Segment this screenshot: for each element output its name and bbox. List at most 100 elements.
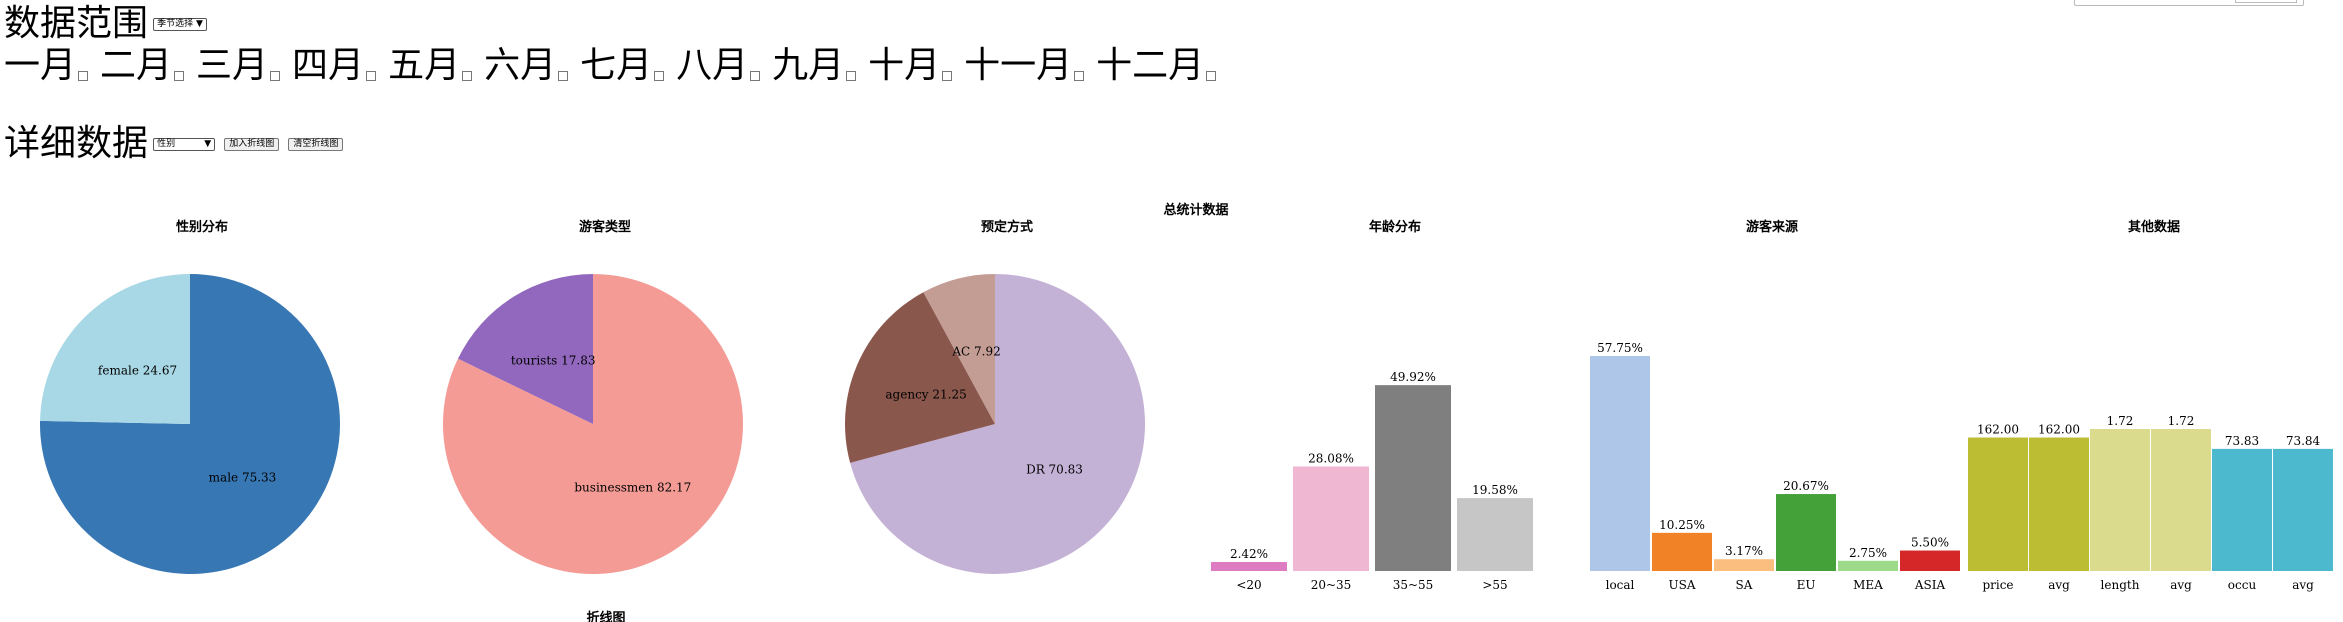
clear-line-chart-button[interactable]: 清空折线图 [288, 137, 344, 151]
bar-category-label-5-3: avg [2170, 578, 2192, 592]
bar-value-label-4-0: 57.75% [1597, 341, 1643, 355]
month-label-11: 十一月 [964, 45, 1073, 86]
month-checkbox-2[interactable] [174, 70, 185, 81]
bar-3-3 [1457, 498, 1533, 571]
months-row: 一月 二月 三月 四月 五月 六月 七月 八月 九月 十月 十一月 十二月 [4, 46, 1228, 86]
bar-5-5 [2273, 448, 2333, 571]
pie-label-businessmen: businessmen 82.17 [574, 481, 691, 495]
bar-value-label-3-3: 19.58% [1472, 483, 1518, 497]
bar-category-label-4-0: local [1606, 578, 1635, 592]
pie-label-AC: AC 7.92 [951, 344, 1000, 358]
month-label-8: 八月 [676, 45, 749, 86]
bar-value-label-4-1: 10.25% [1659, 518, 1705, 532]
bar-category-label-5-2: length [2101, 578, 2140, 592]
bar-5-2 [2090, 429, 2150, 571]
bar-value-label-4-4: 2.75% [1849, 546, 1887, 560]
month-checkbox-10[interactable] [942, 70, 953, 81]
bar-category-label-5-0: price [1982, 578, 2013, 592]
month-label-9: 九月 [772, 45, 845, 86]
bar-value-label-4-5: 5.50% [1911, 536, 1949, 550]
bar-4-1 [1652, 532, 1712, 571]
bar-3-2 [1375, 385, 1451, 571]
month-label-5: 五月 [388, 45, 461, 86]
detail-title: 详细数据 [4, 123, 149, 164]
month-checkbox-7[interactable] [654, 70, 665, 81]
bar-category-label-5-1: avg [2048, 578, 2070, 592]
bar-4-2 [1714, 559, 1774, 571]
season-select-value: 季节选择 [157, 18, 194, 29]
bar-value-label-5-0: 162.00 [1977, 423, 2019, 437]
bar-category-label-4-3: EU [1797, 578, 1816, 592]
bar-3-0 [1211, 561, 1287, 571]
month-label-2: 二月 [100, 45, 173, 86]
month-checkbox-4[interactable] [366, 70, 377, 81]
month-checkbox-9[interactable] [846, 70, 857, 81]
bar-value-label-3-1: 28.08% [1308, 451, 1354, 465]
add-to-line-chart-button[interactable]: 加入折线图 [224, 137, 280, 151]
bar-value-label-5-2: 1.72 [2107, 414, 2134, 428]
bar-4-4 [1838, 560, 1898, 571]
bar-title-5: 其他数据 [2128, 219, 2180, 235]
month-label-3: 三月 [196, 45, 269, 86]
bar-category-label-3-0: <20 [1236, 578, 1261, 592]
bar-value-label-3-0: 2.42% [1230, 547, 1268, 561]
bar-5-0 [1968, 437, 2028, 571]
bar-4-0 [1590, 356, 1650, 571]
pie-slice-female [40, 274, 190, 424]
detail-row: 详细数据 性别 ▼ 加入折线图 清空折线图 [4, 123, 344, 164]
bar-value-label-5-4: 73.83 [2225, 434, 2259, 448]
bar-value-label-5-3: 1.72 [2168, 414, 2195, 428]
month-checkbox-8[interactable] [750, 70, 761, 81]
bar-4-3 [1776, 494, 1836, 571]
bar-category-label-4-5: ASIA [1914, 578, 1946, 592]
top-right-input[interactable] [2074, 0, 2304, 6]
attribute-select[interactable]: 性别 ▼ [153, 137, 216, 151]
pie-label-tourists: tourists 17.83 [511, 353, 596, 367]
month-checkbox-1[interactable] [78, 70, 89, 81]
month-label-4: 四月 [292, 45, 365, 86]
month-label-1: 一月 [4, 45, 77, 86]
top-right-input-button[interactable] [2235, 0, 2297, 3]
pie-slice-AC [923, 274, 995, 424]
month-checkbox-3[interactable] [270, 70, 281, 81]
pie-slice-DR [850, 274, 1146, 574]
bar-category-label-3-3: >55 [1482, 578, 1507, 592]
pie-slice-businessmen [443, 274, 744, 575]
bar-title-3: 年龄分布 [1369, 219, 1421, 235]
pie-title-1: 性别分布 [176, 219, 228, 235]
bar-category-label-4-1: USA [1669, 578, 1696, 592]
season-select[interactable]: 季节选择 ▼ [153, 17, 207, 31]
month-checkbox-11[interactable] [1074, 70, 1085, 81]
bar-value-label-3-2: 49.92% [1390, 370, 1436, 384]
month-label-12: 十二月 [1096, 45, 1205, 86]
bar-title-4: 游客来源 [1746, 219, 1798, 235]
bar-category-label-5-4: occu [2228, 578, 2257, 592]
month-checkbox-12[interactable] [1206, 70, 1217, 81]
bar-category-label-3-2: 35~55 [1393, 578, 1434, 592]
summary-title: 总统计数据 [1163, 202, 1228, 218]
pie-label-male: male 75.33 [209, 471, 277, 485]
pie-title-2: 游客类型 [579, 219, 631, 235]
pie-label-female: female 24.67 [98, 363, 177, 377]
bar-3-1 [1293, 466, 1369, 571]
bar-value-label-4-2: 3.17% [1725, 544, 1763, 558]
line-chart-title: 折线图 [586, 610, 625, 622]
pie-slice-agency [844, 292, 995, 463]
attribute-select-value: 性别 [157, 138, 176, 149]
month-label-6: 六月 [484, 45, 557, 86]
bar-5-3 [2151, 429, 2211, 571]
bar-5-4 [2212, 448, 2272, 571]
bar-value-label-5-1: 162.00 [2038, 423, 2080, 437]
month-checkbox-6[interactable] [558, 70, 569, 81]
bar-5-1 [2029, 437, 2089, 571]
bar-value-label-4-3: 20.67% [1783, 479, 1829, 493]
range-row: 数据范围 季节选择 ▼ [4, 4, 207, 44]
month-checkbox-5[interactable] [462, 70, 473, 81]
bar-category-label-3-1: 20~35 [1311, 578, 1352, 592]
bar-category-label-4-4: MEA [1853, 578, 1883, 592]
bar-4-5 [1900, 550, 1960, 571]
range-title: 数据范围 [4, 3, 149, 44]
month-label-7: 七月 [580, 45, 653, 86]
pie-label-agency: agency 21.25 [885, 387, 966, 401]
